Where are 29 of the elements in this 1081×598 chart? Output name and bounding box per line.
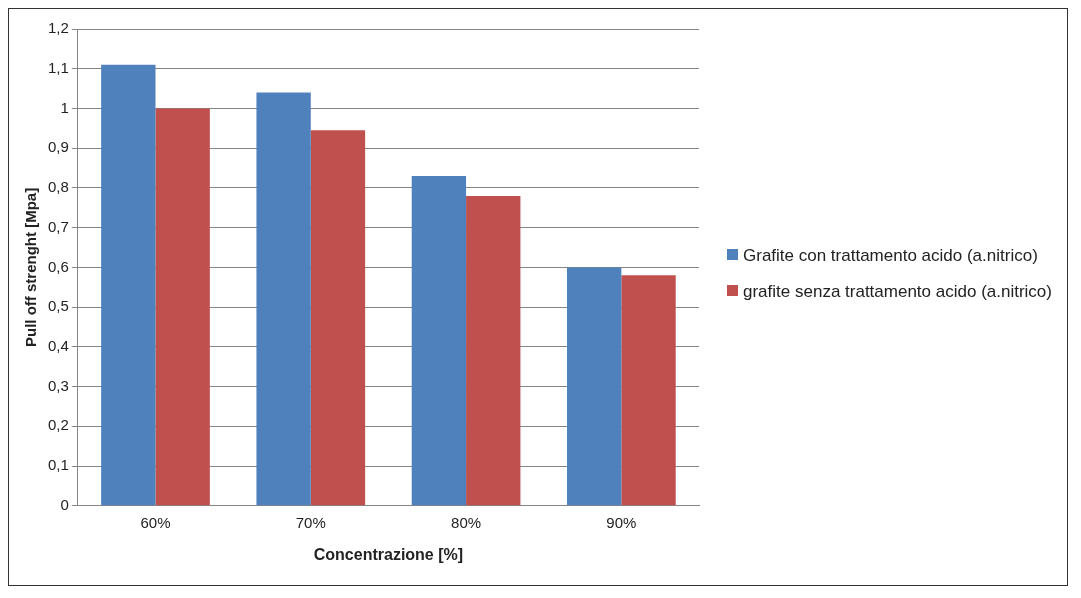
bar bbox=[155, 108, 210, 506]
x-tick-label: 80% bbox=[451, 513, 482, 531]
y-tick-label: 0,4 bbox=[47, 337, 69, 355]
y-tick-label: 0,6 bbox=[47, 257, 69, 275]
y-tick-label: 0,1 bbox=[47, 456, 69, 474]
y-tick-label: 0,2 bbox=[47, 416, 69, 434]
legend-label: Grafite con trattamento acido (a.nitrico) bbox=[743, 245, 1038, 267]
y-tick-label: 1,1 bbox=[47, 58, 69, 76]
bar bbox=[101, 64, 156, 506]
legend-label: grafite senza trattamento acido (a.nitrico) bbox=[743, 281, 1052, 303]
x-tick-label: 70% bbox=[295, 513, 326, 531]
bar bbox=[466, 195, 521, 506]
y-axis-title: Pull off strenght [Mpa] bbox=[22, 187, 40, 347]
x-tick-label: 60% bbox=[140, 513, 171, 531]
y-tick-label: 0,8 bbox=[47, 178, 69, 196]
y-tick-label: 0,3 bbox=[47, 376, 69, 394]
bar bbox=[256, 92, 311, 506]
x-tick-label: 90% bbox=[606, 513, 637, 531]
y-tick-label: 0,9 bbox=[47, 138, 69, 156]
x-axis-title: Concentrazione [%] bbox=[313, 545, 464, 563]
bar bbox=[621, 275, 676, 506]
y-tick-label: 0,7 bbox=[47, 217, 69, 235]
bar bbox=[411, 176, 467, 506]
y-tick-label: 0,5 bbox=[47, 297, 69, 315]
bar bbox=[567, 267, 622, 506]
y-tick-label: 1 bbox=[60, 98, 69, 116]
y-tick-label: 1,2 bbox=[47, 19, 69, 37]
y-tick-label: 0 bbox=[60, 495, 69, 513]
bar bbox=[310, 130, 366, 506]
